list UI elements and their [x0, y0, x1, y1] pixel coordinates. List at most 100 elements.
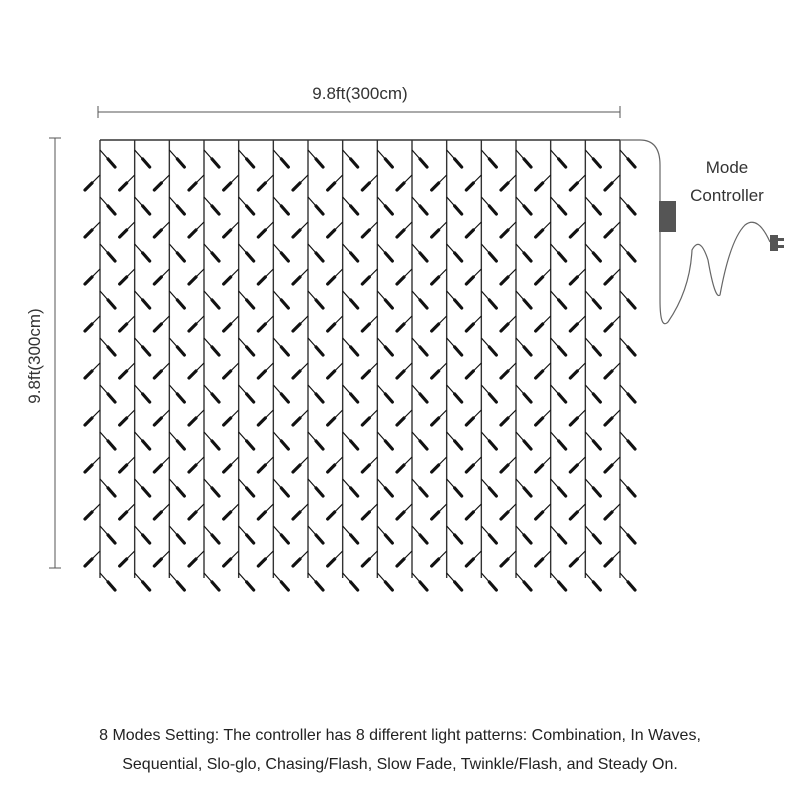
light-bulb	[522, 345, 533, 357]
bulb-wire	[307, 337, 317, 348]
bulb-wire	[160, 409, 170, 419]
light-bulb	[222, 275, 233, 286]
bulb-wire	[619, 572, 629, 583]
bulb-wire	[238, 525, 248, 536]
light-bulb	[187, 181, 198, 192]
light-bulb	[603, 463, 614, 474]
bulb-wire	[299, 409, 309, 419]
bulb-wire	[126, 456, 136, 466]
light-bulb	[349, 392, 360, 404]
bulb-wire	[272, 572, 282, 583]
bulb-wire	[611, 550, 621, 560]
bulb-wire	[99, 243, 109, 254]
light-bulb	[395, 275, 406, 286]
light-bulb	[83, 275, 94, 286]
light-bulb	[395, 463, 406, 474]
light-bulb	[453, 580, 464, 592]
bulb-wire	[99, 149, 109, 160]
bulb-wire	[230, 550, 240, 560]
light-bulb	[175, 345, 186, 357]
light-bulb	[222, 416, 233, 427]
bulb-wire	[584, 290, 594, 301]
bulb-wire	[272, 290, 282, 301]
light-bulb	[557, 204, 568, 216]
bulb-wire	[438, 409, 448, 419]
light-bulb	[626, 298, 637, 310]
light-bulb	[418, 533, 429, 545]
bulb-wire	[507, 503, 517, 513]
bulb-wire	[342, 290, 352, 301]
bulb-wire	[238, 149, 248, 160]
bulb-wire	[307, 243, 317, 254]
bulb-wire	[480, 572, 490, 583]
bulb-wire	[264, 503, 274, 513]
light-bulb	[291, 322, 302, 333]
light-bulb	[210, 533, 221, 545]
light-bulb	[279, 533, 290, 545]
bulb-wire	[619, 478, 629, 489]
bulb-wire	[160, 456, 170, 466]
bulb-wire	[334, 503, 344, 513]
bulb-wire	[203, 525, 213, 536]
caption-line2: Sequential, Slo-glo, Chasing/Flash, Slow…	[122, 756, 678, 773]
bulb-wire	[307, 384, 317, 395]
bulb-wire	[195, 503, 205, 513]
light-bulb	[152, 228, 163, 239]
bulb-wire	[334, 362, 344, 372]
bulb-wire	[403, 221, 413, 231]
light-bulb	[291, 275, 302, 286]
light-bulb	[453, 204, 464, 216]
bulb-wire	[272, 478, 282, 489]
light-bulb	[187, 463, 198, 474]
bulb-wire	[611, 503, 621, 513]
light-bulb	[453, 345, 464, 357]
light-bulb	[245, 157, 256, 169]
light-bulb	[106, 298, 117, 310]
light-bulb	[349, 251, 360, 263]
bulb-wire	[160, 503, 170, 513]
light-bulb	[499, 510, 510, 521]
light-bulb	[210, 298, 221, 310]
bulb-wire	[446, 196, 456, 207]
light-bulb	[210, 204, 221, 216]
bulb-wire	[611, 221, 621, 231]
light-bulb	[395, 228, 406, 239]
light-bulb	[487, 251, 498, 263]
light-bulb	[349, 204, 360, 216]
light-bulb	[568, 322, 579, 333]
light-bulb	[279, 439, 290, 451]
bulb-wire	[91, 221, 101, 231]
bulb-wire	[611, 315, 621, 325]
bulb-wire	[403, 409, 413, 419]
bulb-wire	[342, 337, 352, 348]
light-bulb	[152, 322, 163, 333]
bulb-wire	[195, 315, 205, 325]
light-bulb	[291, 557, 302, 568]
light-bulb	[603, 228, 614, 239]
bulb-wire	[230, 409, 240, 419]
bulb-wire	[195, 409, 205, 419]
bulb-wire	[264, 456, 274, 466]
light-bulb	[256, 416, 267, 427]
bulb-wire	[611, 409, 621, 419]
controller-label-line2: Controller	[690, 186, 764, 205]
bulb-wire	[438, 221, 448, 231]
light-bulb	[591, 392, 602, 404]
bulb-wire	[272, 384, 282, 395]
bulb-wire	[168, 478, 178, 489]
bulb-wire	[230, 174, 240, 184]
bulb-wire	[376, 243, 386, 254]
light-bulb	[383, 251, 394, 263]
light-bulb	[591, 580, 602, 592]
light-bulb	[245, 392, 256, 404]
light-bulb	[314, 439, 325, 451]
bulb-wire	[238, 572, 248, 583]
light-bulb	[175, 533, 186, 545]
bulb-wire	[195, 456, 205, 466]
bulb-wire	[472, 174, 482, 184]
bulb-wire	[411, 196, 421, 207]
bulb-wire	[203, 478, 213, 489]
bulb-wire	[507, 409, 517, 419]
light-bulb	[314, 486, 325, 498]
light-bulb	[279, 392, 290, 404]
